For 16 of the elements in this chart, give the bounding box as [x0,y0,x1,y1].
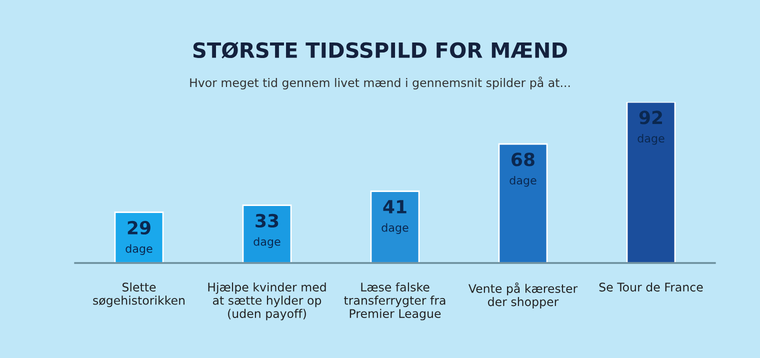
x-tick-label: Vente på kærester der shopper [468,282,578,308]
x-tick-label: Læse falske transferrygter fra Premier League [344,282,446,320]
data-label: 92 dage [638,110,664,145]
bar [498,143,548,263]
bar [626,102,676,263]
x-tick-label: Hjælpe kvinder med at sætte hylder op (uden payoff) [208,282,326,320]
data-label: 68 dage [510,152,536,187]
data-label: 29 dage [126,220,152,255]
chart-subtitle: Hvor meget tid gennem livet mænd i gennemsnit spilder på at... [190,76,570,90]
chart-title: STØRSTE TIDSSPILD FOR MÆND [193,42,567,58]
x-tick-label: Slette søgehistorikken [93,282,185,308]
data-label: 33 dage [254,214,280,248]
bar [242,204,292,263]
data-label: 41 dage [382,200,408,234]
x-tick-label: Se Tour de France [599,282,703,292]
bar [370,190,420,263]
